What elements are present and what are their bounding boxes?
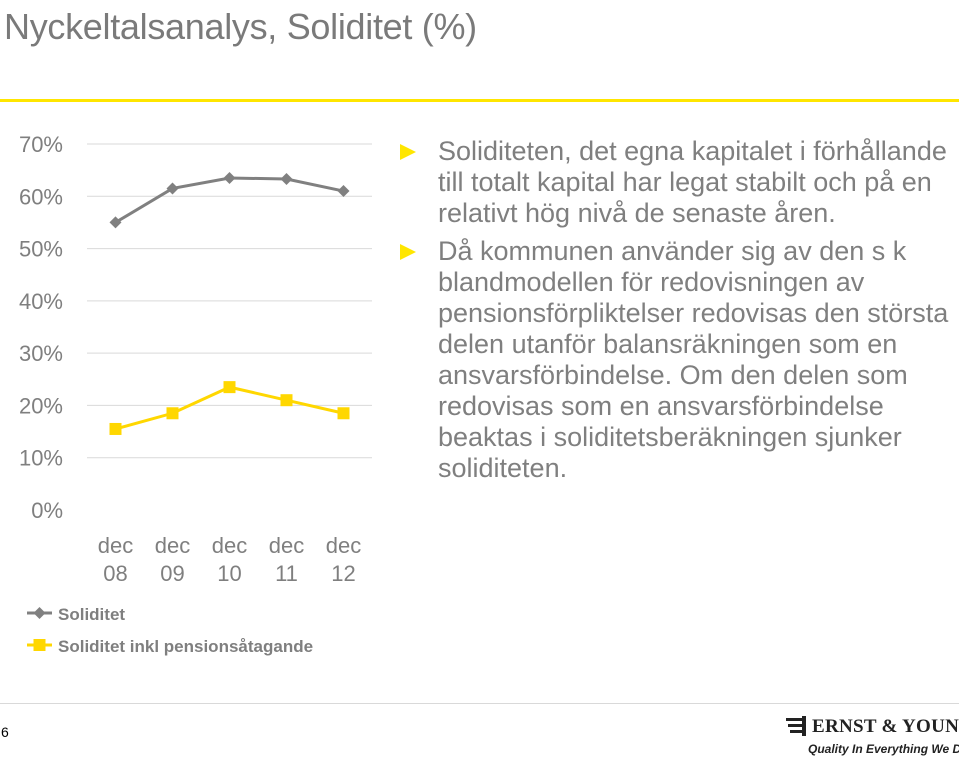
data-point (337, 407, 350, 420)
x-tick-label-line: dec (155, 533, 190, 558)
series-line (115, 385, 344, 431)
slide-title: Nyckeltalsanalys, Soliditet (%) (4, 6, 477, 47)
data-point (280, 394, 293, 407)
x-tick-label: dec 10 (212, 533, 247, 586)
y-tick-label: 50% (19, 237, 63, 262)
x-tick-label-line: 12 (331, 561, 355, 586)
x-tick-label-line: dec (98, 533, 133, 558)
data-point (109, 216, 122, 229)
x-tick-label: dec 12 (326, 533, 361, 586)
data-point (166, 407, 179, 420)
y-tick-label: 30% (19, 341, 63, 366)
bullet-text: Då kommunen använder sig av den s k blan… (438, 236, 949, 483)
y-tick-label: 20% (19, 393, 63, 418)
ernst-young-logo-icon (786, 716, 806, 736)
x-tick-label-line: 11 (275, 561, 298, 586)
data-point (280, 173, 293, 186)
y-tick-label: 40% (19, 289, 63, 314)
title-divider (0, 99, 959, 102)
x-axis-ticks: dec 08 dec 09 dec 10 dec 11 dec 12 (98, 533, 361, 586)
y-axis-ticks: 0% 10% 20% 30% 40% 50% 60% 70% (19, 132, 63, 523)
data-point (166, 182, 179, 195)
bullet-item: Då kommunen använder sig av den s k blan… (400, 236, 956, 484)
chart-legend: Soliditet Soliditet inkl pensionsåtagande (27, 605, 313, 656)
bullet-list: Soliditeten, det egna kapitalet i förhål… (400, 136, 956, 491)
bullet-arrow-icon (400, 244, 416, 260)
x-tick-label-line: dec (269, 533, 304, 558)
bullet-text: Soliditeten, det egna kapitalet i förhål… (438, 136, 947, 228)
legend-marker-icon (33, 639, 46, 651)
data-point (109, 422, 122, 435)
x-tick-label: dec 11 (269, 533, 304, 586)
y-tick-label: 0% (31, 498, 63, 523)
bullet-item: Soliditeten, det egna kapitalet i förhål… (400, 136, 956, 229)
data-point (223, 381, 236, 394)
chart-gridlines (87, 143, 372, 459)
chart-series (109, 171, 350, 435)
x-tick-label-line: 08 (103, 561, 127, 586)
legend-label: Soliditet inkl pensionsåtagande (58, 637, 313, 656)
x-tick-label-line: 09 (160, 561, 184, 586)
series-line (114, 176, 344, 224)
x-tick-label-line: dec (212, 533, 247, 558)
data-point (337, 185, 350, 198)
y-tick-label: 10% (19, 446, 63, 471)
x-tick-label-line: dec (326, 533, 361, 558)
x-tick-label-line: 10 (217, 561, 241, 586)
legend-label: Soliditet (58, 605, 125, 624)
y-tick-label: 70% (19, 132, 63, 157)
bullet-arrow-icon (400, 144, 416, 160)
logo-name: ERNST & YOUNG (812, 716, 959, 737)
y-tick-label: 60% (19, 184, 63, 209)
legend-marker-icon (33, 607, 46, 619)
x-tick-label: dec 08 (98, 533, 133, 586)
logo-tagline: Quality In Everything We Do (808, 742, 959, 756)
data-point (223, 171, 236, 184)
x-tick-label: dec 09 (155, 533, 190, 586)
footer-divider (0, 703, 959, 704)
page-number: 6 (1, 724, 9, 740)
